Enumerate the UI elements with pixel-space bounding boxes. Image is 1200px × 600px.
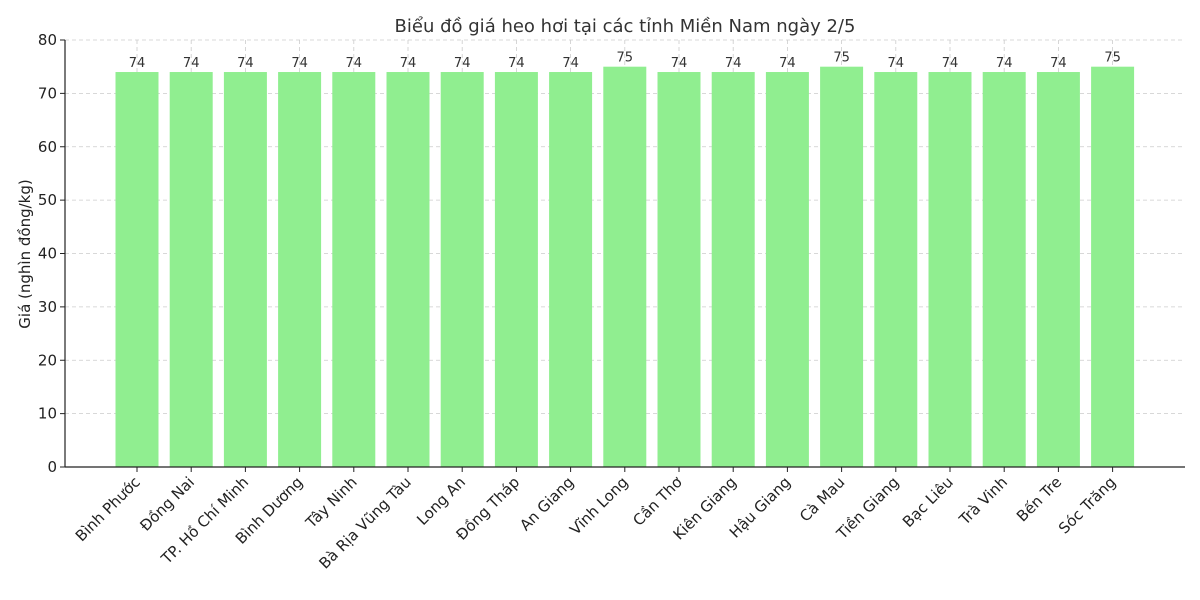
y-tick-label: 0 (47, 458, 57, 476)
x-tick-label: Vĩnh Long (566, 473, 631, 538)
x-tick-label: Cà Mau (796, 473, 848, 525)
bar-value-label: 74 (671, 56, 688, 71)
bar-value-label: 74 (129, 56, 146, 71)
bar (603, 66, 647, 467)
bar (386, 72, 430, 468)
bar-value-label: 75 (1104, 51, 1121, 66)
bar (115, 72, 159, 468)
y-tick-label: 80 (38, 31, 57, 49)
bar-value-label: 74 (888, 56, 905, 71)
bars (115, 66, 1135, 468)
bar (223, 72, 267, 468)
bar (711, 72, 755, 468)
y-tick-label: 30 (38, 298, 57, 316)
bar (657, 72, 701, 468)
x-tick-label: Sóc Trăng (1055, 473, 1119, 537)
bar (332, 72, 376, 468)
bar-value-label: 74 (725, 56, 742, 71)
bar-value-label: 74 (942, 56, 959, 71)
x-tick-label: Bến Tre (1013, 473, 1065, 525)
bar-value-label: 74 (1050, 56, 1067, 71)
y-tick-label: 60 (38, 138, 57, 156)
bar-value-label: 74 (454, 56, 471, 71)
bar-value-label: 74 (291, 56, 308, 71)
x-tick-label: Bạc Liêu (899, 473, 957, 531)
bar-value-label: 74 (508, 56, 525, 71)
y-tick-label: 10 (38, 405, 57, 423)
bar (169, 72, 213, 468)
bar-value-label: 75 (833, 51, 850, 66)
bar (549, 72, 593, 468)
y-axis-label: Giá (nghìn đồng/kg) (16, 179, 34, 328)
bar (982, 72, 1026, 468)
bar (928, 72, 972, 468)
x-tick-label: Long An (413, 473, 469, 529)
bar (1091, 66, 1135, 467)
y-ticks: 0 10 20 30 40 50 60 70 80 (38, 31, 65, 476)
bar-value-label: 74 (996, 56, 1013, 71)
bar-value-label: 74 (237, 56, 254, 71)
y-tick-label: 50 (38, 191, 57, 209)
y-tick-label: 20 (38, 351, 57, 369)
bar-value-label: 74 (779, 56, 796, 71)
bar-value-label: 74 (346, 56, 363, 71)
y-tick-label: 40 (38, 245, 57, 263)
x-tick-label: Cần Thơ (629, 473, 686, 530)
data-labels: 74 74 74 74 74 74 74 74 74 75 74 74 74 75 74 74 74 74 75 (129, 51, 1121, 71)
bar (820, 66, 864, 467)
bar (874, 72, 918, 468)
bar (1036, 72, 1080, 468)
y-tick-label: 70 (38, 84, 57, 102)
bar (278, 72, 322, 468)
bar (765, 72, 809, 468)
bar-value-label: 74 (400, 56, 417, 71)
chart-title: Biểu đồ giá heo hơi tại các tỉnh Miền Na… (395, 16, 856, 37)
x-tick-label: Trà Vinh (955, 473, 1011, 529)
bar-value-label: 75 (617, 51, 634, 66)
x-tick-label: Bình Phước (72, 473, 144, 545)
x-tick-label: Bà Rịa Vũng Tàu (315, 473, 414, 572)
bar (494, 72, 538, 468)
bar-value-label: 74 (562, 56, 579, 71)
bar (440, 72, 484, 468)
bar-value-label: 74 (183, 56, 200, 71)
